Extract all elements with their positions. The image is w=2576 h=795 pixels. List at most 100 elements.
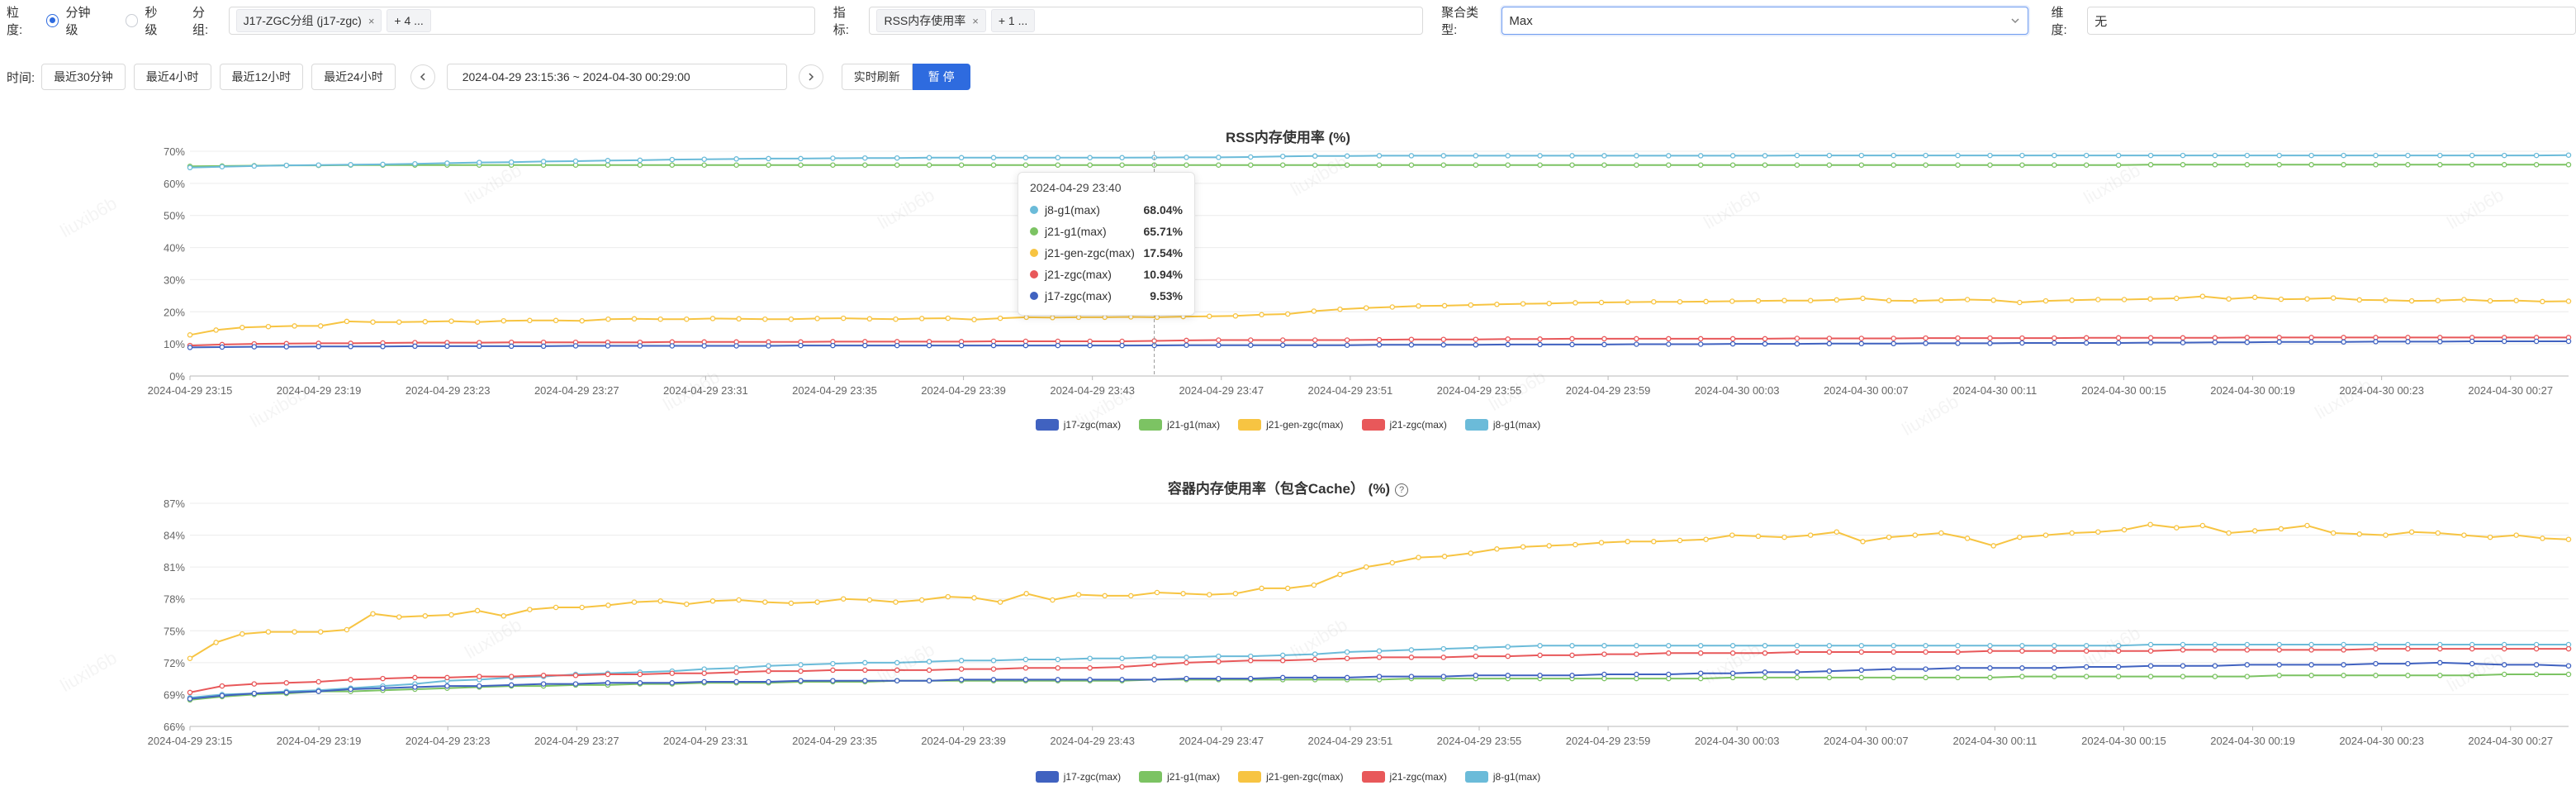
data-point <box>814 599 820 605</box>
legend-item-j21-zgc[interactable]: j21-zgc(max) <box>1361 419 1447 431</box>
data-point <box>1858 643 1865 649</box>
metric-tag: RSS内存使用率 × <box>876 9 986 32</box>
x-tick-label: 2024-04-30 00:15 <box>2081 735 2166 747</box>
data-point <box>1440 655 1447 660</box>
data-point <box>1826 336 1833 341</box>
next-range-button[interactable] <box>798 64 823 89</box>
data-point <box>798 668 804 674</box>
data-point <box>1601 643 1607 649</box>
data-point <box>1826 643 1833 649</box>
data-point <box>1890 666 1896 672</box>
container-memory-chart[interactable]: 66% 69% 72% 75% 78% 81% 84% 87% 2024-04-29 23:15… <box>0 491 2576 764</box>
data-point <box>1601 162 1607 168</box>
data-point <box>1505 653 1511 659</box>
second-radio-icon[interactable] <box>125 14 139 27</box>
data-point <box>684 316 690 322</box>
data-point <box>1625 539 1630 545</box>
realtime-refresh-button[interactable]: 实时刷新 <box>841 64 913 90</box>
data-point <box>2341 162 2346 168</box>
y-tick-label: 78% <box>164 593 185 606</box>
legend-item-j8-g1[interactable]: j8-g1(max) <box>1464 771 1540 783</box>
quick-4h-button[interactable]: 最近4小时 <box>133 64 211 90</box>
data-point <box>219 683 225 689</box>
legend-item-j21-zgc[interactable]: j21-zgc(max) <box>1361 771 1447 783</box>
group-tag-close-icon[interactable]: × <box>368 14 375 27</box>
help-icon[interactable]: ? <box>1395 483 1409 497</box>
data-point <box>1087 677 1093 683</box>
data-point <box>2180 641 2186 648</box>
metric-tag-close-icon[interactable]: × <box>972 14 979 27</box>
group-more-tag[interactable]: + 4 ... <box>387 9 431 32</box>
metric-label: 指标: <box>833 6 849 37</box>
data-point <box>2540 536 2545 541</box>
legend-swatch <box>1238 771 1262 783</box>
date-range-input[interactable]: 2024-04-29 23:15:36 ~ 2024-04-30 00:29:0… <box>446 64 787 90</box>
data-point <box>1923 674 1928 681</box>
metric-select[interactable]: RSS内存使用率 × + 1 ... <box>869 7 1424 35</box>
data-point <box>412 684 418 690</box>
data-point <box>1651 298 1657 305</box>
minute-radio-icon[interactable] <box>45 14 59 27</box>
quick-12h-button[interactable]: 最近12小时 <box>219 64 304 90</box>
agg-select[interactable]: Max <box>1501 7 2028 35</box>
granularity-label: 粒度: <box>7 6 23 37</box>
legend-item-j17-zgc[interactable]: j17-zgc(max) <box>1035 419 1121 431</box>
data-point <box>1259 312 1264 318</box>
data-point <box>1505 153 1511 159</box>
metric-more-tag[interactable]: + 1 ... <box>990 9 1036 32</box>
chart1-legend: j17-zgc(max) j21-g1(max) j21-gen-zgc(max) j… <box>0 419 2576 431</box>
legend-item-j21-g1[interactable]: j21-g1(max) <box>1139 771 1220 783</box>
data-point <box>1248 653 1254 659</box>
data-point <box>1232 313 1239 319</box>
granularity-second-option[interactable]: 秒级 <box>125 3 169 38</box>
data-point <box>1955 643 1961 649</box>
data-point <box>2565 298 2572 304</box>
pause-button[interactable]: 暂 停 <box>912 64 970 90</box>
data-point <box>1912 298 1919 304</box>
data-point <box>1755 533 1762 540</box>
dim-select[interactable]: 无 <box>2087 7 2576 35</box>
data-point <box>265 629 272 635</box>
rss-memory-chart[interactable]: 0% 10% 20% 30% 40% 50% 60% 70% 2024-04-29 23:15 2… <box>0 139 2576 420</box>
tooltip-dot <box>1030 292 1038 300</box>
legend-item-j21-gen-zgc[interactable]: j21-gen-zgc(max) <box>1238 419 1344 431</box>
y-tick-label: 66% <box>164 721 185 733</box>
data-point <box>605 343 611 349</box>
group-select[interactable]: J17-ZGC分组 (j17-zgc) × + 4 ... <box>228 7 815 35</box>
data-point <box>1408 342 1415 348</box>
quick-30m-button[interactable]: 最近30分钟 <box>41 64 126 90</box>
legend-item-j8-g1[interactable]: j8-g1(max) <box>1464 419 1540 431</box>
data-point <box>1505 336 1511 342</box>
data-point <box>500 317 507 324</box>
granularity-minute-option[interactable]: 分钟级 <box>45 3 102 38</box>
y-tick-label: 60% <box>164 178 185 190</box>
data-point <box>997 599 1003 605</box>
data-point <box>1050 597 1056 603</box>
data-point <box>240 631 245 637</box>
data-point <box>830 667 836 674</box>
legend-item-j21-gen-zgc[interactable]: j21-gen-zgc(max) <box>1238 771 1344 783</box>
prev-range-button[interactable] <box>410 64 435 89</box>
data-point <box>2533 152 2540 159</box>
data-point <box>1987 152 1993 159</box>
data-point <box>1087 338 1093 345</box>
data-point <box>1468 302 1474 308</box>
data-point <box>1022 656 1029 663</box>
data-point <box>2461 532 2467 538</box>
data-point <box>2212 674 2218 679</box>
data-point <box>572 343 579 349</box>
data-point <box>1087 655 1093 661</box>
data-point <box>2042 532 2049 538</box>
data-point <box>2069 530 2075 536</box>
data-point <box>1119 155 1125 161</box>
data-point <box>213 327 219 333</box>
x-tick-label: 2024-04-30 00:11 <box>1953 384 2038 397</box>
legend-item-j17-zgc[interactable]: j17-zgc(max) <box>1035 771 1121 783</box>
data-point <box>2533 641 2540 648</box>
data-point <box>1890 152 1896 159</box>
data-point <box>2244 641 2251 648</box>
data-point <box>527 607 533 612</box>
data-point <box>2565 536 2572 542</box>
quick-24h-button[interactable]: 最近24小时 <box>311 64 396 90</box>
legend-item-j21-g1[interactable]: j21-g1(max) <box>1139 419 1220 431</box>
